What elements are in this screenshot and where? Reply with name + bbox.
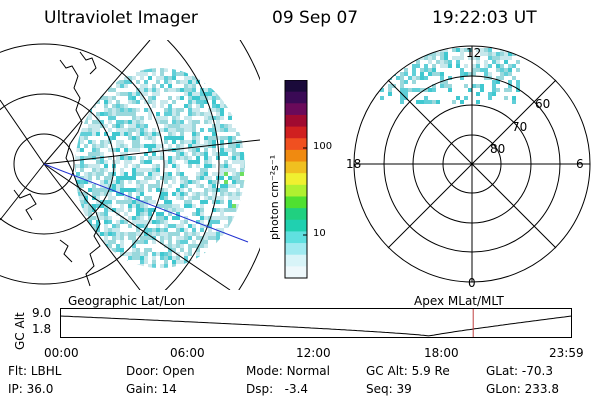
colorbar-cell — [285, 243, 307, 256]
colorbar-cell — [285, 184, 307, 198]
time-tick-1200: 12:00 — [296, 346, 331, 360]
satellite-track-line — [43, 163, 249, 243]
colorbar-cell — [285, 138, 307, 151]
status-glat: GLat: -70.3 — [486, 364, 553, 378]
status-gain: Gain: 14 — [126, 382, 177, 396]
mlat-label-60: 60 — [535, 97, 551, 111]
status-dsp: Dsp: -3.4 — [246, 382, 309, 396]
altitude-plot — [60, 308, 573, 338]
colorbar-cell — [285, 173, 307, 186]
lat-lon-grid — [0, 40, 260, 290]
mlat-label-70: 70 — [512, 120, 528, 134]
time-tick-2359: 23:59 — [549, 346, 584, 360]
polar-map — [353, 45, 591, 283]
status-door: Door: Open — [126, 364, 195, 378]
colorbar-cell — [285, 231, 307, 244]
colorbar-cell — [285, 114, 307, 128]
geographic-map — [0, 40, 260, 290]
observation-date: 09 Sep 07 — [272, 8, 359, 28]
mlt-label-top: 12 — [466, 46, 482, 60]
colorbar-cell — [285, 149, 307, 163]
colorbar-cell — [285, 196, 307, 209]
colorbar — [284, 80, 308, 279]
observation-time: 19:22:03 UT — [432, 8, 537, 28]
geo-map-label: Geographic Lat/Lon — [68, 294, 186, 308]
colorbar-unit-label: photon cm⁻²s⁻¹ — [268, 154, 281, 240]
colorbar-cell — [285, 80, 307, 93]
status-ip: IP: 36.0 — [8, 382, 54, 396]
altitude-curve — [60, 315, 573, 337]
status-mode: Mode: Normal — [246, 364, 330, 378]
colorbar-cell — [285, 91, 307, 104]
polar-map-label: Apex MLat/MLT — [414, 294, 504, 308]
mlt-label-left: 18 — [346, 157, 362, 171]
time-tick-0000: 00:00 — [44, 346, 79, 360]
instrument-title: Ultraviolet Imager — [44, 8, 198, 28]
colorbar-cell — [285, 126, 307, 139]
colorbar-cell — [285, 161, 307, 174]
colorbar-tick-10: 10 — [313, 228, 326, 239]
time-tick-1800: 18:00 — [424, 346, 459, 360]
status-gc-alt: GC Alt: 5.9 Re — [366, 364, 450, 378]
mlt-label-right: 6 — [576, 157, 584, 171]
colorbar-cell — [285, 208, 307, 221]
mlat-label-80: 80 — [490, 142, 506, 156]
colorbar-cell — [285, 266, 307, 279]
altitude-ylabel: GC Alt — [13, 312, 27, 350]
status-seq: Seq: 39 — [366, 382, 412, 396]
colorbar-cell — [285, 219, 307, 233]
colorbar-cell — [285, 254, 307, 267]
altitude-ytick-min: 1.8 — [32, 322, 52, 336]
status-flt: Flt: LBHL — [8, 364, 62, 378]
altitude-ytick-max: 9.0 — [32, 306, 52, 320]
mlt-label-bottom: 0 — [468, 276, 476, 290]
colorbar-cell — [285, 103, 307, 116]
colorbar-tick-100: 100 — [313, 141, 333, 152]
time-tick-0600: 06:00 — [170, 346, 205, 360]
polar-emission-pixels — [380, 48, 520, 104]
uv-emission-pixels — [75, 68, 245, 268]
status-glon: GLon: 233.8 — [486, 382, 559, 396]
mlat-mlt-grid — [353, 45, 591, 283]
